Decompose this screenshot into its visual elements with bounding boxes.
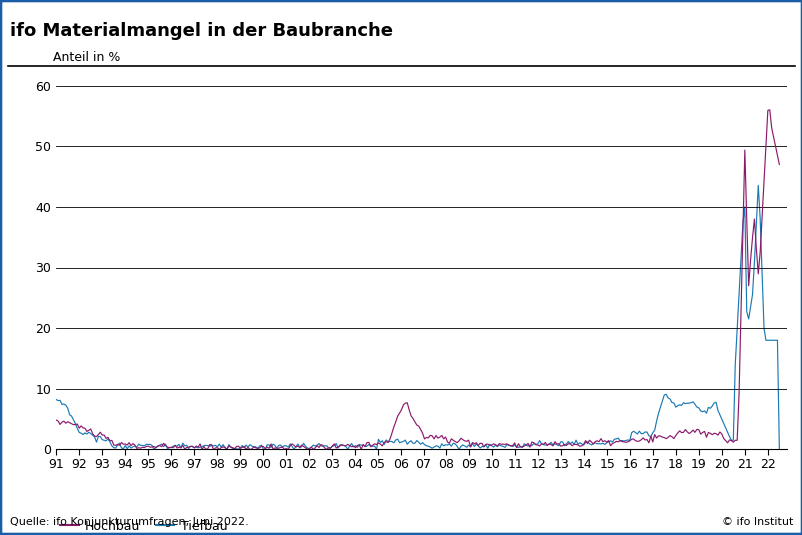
Text: © ifo Institut: © ifo Institut	[721, 517, 792, 527]
Legend: Hochbau, Tiefbau: Hochbau, Tiefbau	[55, 515, 232, 535]
Text: Anteil in %: Anteil in %	[52, 51, 119, 64]
Text: Quelle: ifo Konjunkturumfragen, Juni 2022.: Quelle: ifo Konjunkturumfragen, Juni 202…	[10, 517, 248, 527]
Text: ifo Materialmangel in der Baubranche: ifo Materialmangel in der Baubranche	[10, 22, 392, 40]
